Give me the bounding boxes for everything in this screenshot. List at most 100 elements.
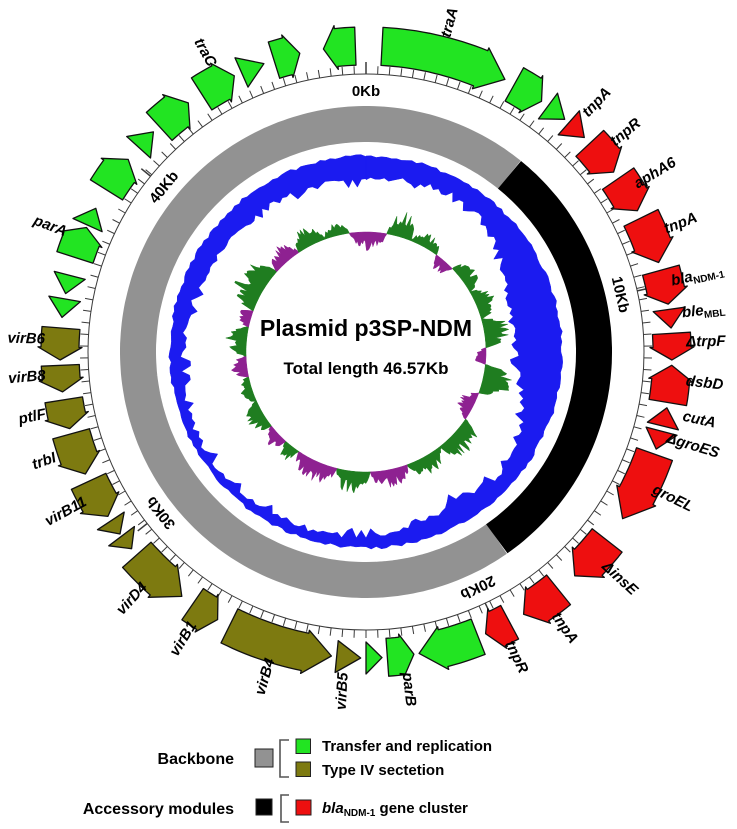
minor-tick [179,135,184,141]
minor-tick [83,393,91,394]
minor-tick [88,287,96,289]
minor-tick [630,264,638,266]
legend-transfer-swatch [296,739,311,754]
minor-tick [446,78,448,86]
legend-transfer-label: Transfer and replication [322,738,492,755]
minor-tick [548,562,553,568]
minor-tick [81,334,89,335]
minor-tick [424,624,426,632]
gc-skew-segment-green [481,319,508,348]
minor-tick [295,621,297,629]
minor-tick [82,381,90,382]
minor-tick [601,199,608,203]
gc-skew-segment-green [247,401,272,430]
gene-arrow-unnamed-31 [49,296,81,317]
minor-tick [198,121,203,127]
gene-label-aphA6: aphA6 [631,154,680,193]
minor-tick [179,562,184,568]
gc-skew-segment-green [337,468,371,493]
gene-arrow-ptlF [45,397,88,429]
minor-tick [218,107,222,114]
gene-label-tnpA: tnpA [579,84,615,120]
minor-tick [125,501,132,505]
minor-tick [88,415,96,417]
gc-skew-segment-purple [458,393,479,419]
minor-tick [125,199,132,203]
minor-tick [107,230,114,233]
minor-tick [468,86,471,93]
gene-arrow-tnpA [624,210,673,263]
gc-skew-segment-green [470,290,494,319]
minor-tick [607,209,614,213]
minor-tick [642,322,650,323]
minor-tick [520,584,524,591]
minor-tick [330,628,331,636]
gc-skew-segment-green [241,377,256,402]
gc-skew-segment-purple [370,465,408,487]
gene-label-dsbD: dsbD [685,373,724,394]
gc-skew-segment-green [235,265,277,311]
minor-tick [272,82,275,90]
gene-arrow-unnamed-32 [54,271,85,293]
minor-tick [342,67,343,75]
minor-tick [630,438,638,440]
minor-tick [153,538,159,543]
gc-skew-segment-purple [349,232,387,251]
minor-tick [307,72,309,80]
minor-tick [170,555,175,561]
gene-arrow-unnamed-1 [505,68,543,113]
minor-tick [424,72,426,80]
minor-tick [643,334,651,335]
gene-arrow-unnamed-36 [127,132,154,158]
minor-tick [239,601,243,608]
gc-skew-segment-green [479,365,512,395]
minor-tick [261,610,264,617]
minor-tick [637,287,645,289]
minor-tick [85,298,93,299]
gene-label-ble: bleMBL [681,300,726,324]
minor-tick [612,481,619,485]
minor-tick [634,275,642,277]
minor-tick [198,577,203,583]
minor-tick [82,322,90,323]
minor-tick [639,404,647,405]
minor-tick [153,161,159,166]
minor-tick [342,629,343,637]
gc-skew-segment-purple [272,245,299,272]
minor-tick [208,114,212,121]
minor-tick [389,629,390,637]
minor-tick [283,618,285,626]
gc-skew-segment-purple [476,348,487,365]
gene-arrow-trbI [53,429,100,474]
minor-tick [250,91,253,98]
minor-tick [607,491,614,495]
gene-label-ptlF: ptlF [16,405,48,428]
gene-label-ΔtrpF: ΔtrpF [685,333,726,351]
minor-tick [479,606,482,613]
minor-tick [318,626,319,634]
minor-tick [261,86,264,93]
minor-tick [573,538,579,543]
minor-tick [642,381,650,382]
gc-skew-segment-purple [268,426,286,446]
minor-tick [307,624,309,632]
gc-skew-segment-green [411,234,439,255]
minor-tick [412,626,413,634]
minor-tick [641,310,649,311]
minor-tick [330,68,331,76]
gc-skew-segment-green [324,224,349,239]
gene-arrow-virB8 [39,365,83,392]
minor-tick [643,369,651,370]
minor-tick [81,369,89,370]
minor-tick [479,91,482,98]
gene-label-virB5: virB5 [333,671,352,710]
minor-tick [239,96,243,103]
minor-tick [622,460,629,463]
minor-tick [162,547,168,553]
legend-backbone-swatch [255,749,273,767]
gc-content-ring [169,155,563,549]
minor-tick [457,82,460,90]
minor-tick [91,275,99,277]
minor-tick [83,310,91,311]
